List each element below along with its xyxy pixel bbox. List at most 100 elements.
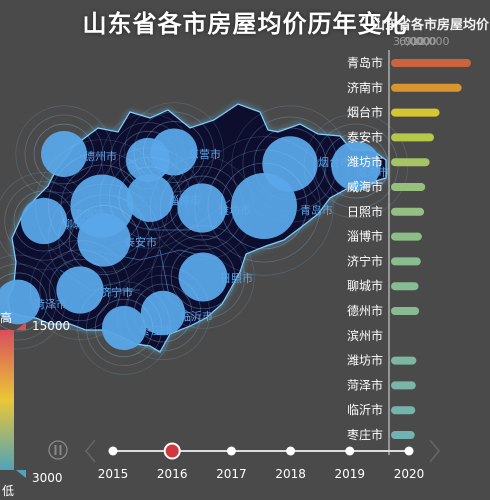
- city-ripple-ring: [133, 111, 215, 193]
- timeline-year-label[interactable]: 2020: [394, 467, 425, 481]
- bar-category-label: 潍坊市: [347, 353, 383, 368]
- bar-category-label: 德州市: [347, 303, 383, 318]
- city-ripple-ring: [58, 194, 150, 286]
- city-label: 枣庄市: [140, 323, 173, 337]
- bar[interactable]: [391, 232, 422, 241]
- bar-category-label: 青岛市: [347, 55, 383, 70]
- city-bubble[interactable]: [231, 173, 297, 239]
- bar[interactable]: [391, 257, 421, 266]
- timeline-point[interactable]: [404, 446, 414, 456]
- city-bubble[interactable]: [77, 213, 131, 267]
- bar-chart: [388, 50, 471, 455]
- city-bubble[interactable]: [126, 174, 174, 222]
- bar-category-label: 济南市: [347, 80, 383, 95]
- city-ripple-ring: [77, 281, 171, 375]
- city-ripple-ring: [29, 239, 131, 341]
- bar-x-tick-label: 12,000: [411, 35, 450, 48]
- timeline-year-label[interactable]: 2018: [275, 467, 306, 481]
- city-ripple-ring: [33, 123, 95, 185]
- play-button[interactable]: [48, 440, 68, 460]
- bar[interactable]: [391, 108, 440, 117]
- city-ripple-ring: [170, 244, 236, 310]
- visual-map-top-handle[interactable]: [16, 322, 26, 330]
- bar[interactable]: [391, 406, 416, 415]
- visual-map-max-label: 15000: [32, 319, 70, 333]
- visual-map-gradient-bar[interactable]: [0, 330, 14, 470]
- timeline-year-label[interactable]: 2016: [157, 467, 188, 481]
- visual-map-low-text: 低: [2, 484, 14, 498]
- bar-category-label: 淄博市: [347, 229, 383, 244]
- bar-category-label: 泰安市: [347, 129, 383, 144]
- city-ripple-ring: [0, 272, 48, 332]
- city-ripple-ring: [39, 249, 121, 331]
- city-ripple-ring: [24, 114, 104, 194]
- city-bubble[interactable]: [140, 290, 186, 336]
- bar[interactable]: [391, 158, 430, 167]
- timeline-point-current[interactable]: [163, 442, 181, 460]
- city-ripple-ring: [69, 205, 139, 275]
- city-bubble[interactable]: [20, 197, 68, 245]
- city-ripple-ring: [13, 190, 75, 252]
- bar[interactable]: [391, 59, 471, 67]
- city-bubble[interactable]: [0, 279, 41, 325]
- bar[interactable]: [391, 356, 417, 365]
- timeline-points: 2015 2016 2017 2018 2019 2020: [98, 442, 425, 481]
- bar-x-tick-label: 9,000: [405, 35, 437, 48]
- bar-category-labels: 青岛市济南市烟台市泰安市潍坊市威海市日照市淄博市济宁市聊城市德州市滨州市潍坊市菏…: [347, 55, 383, 442]
- prev-arrow-icon[interactable]: [85, 439, 96, 463]
- bar-category-label: 日照市: [347, 204, 383, 219]
- city-label: 济宁市: [100, 285, 133, 299]
- map-city-layer: 德州市滨州市东营市烟台市威海市聊城市济南市淄博市潍坊市青岛市泰安市菏泽市济宁市日…: [0, 102, 409, 375]
- bar-x-tick-label: 3,000: [393, 35, 425, 48]
- visual-map-bottom-handle[interactable]: [16, 470, 26, 478]
- bar-category-label: 枣庄市: [347, 427, 383, 442]
- timeline-year-label[interactable]: 2017: [216, 467, 247, 481]
- bar[interactable]: [391, 307, 420, 315]
- city-ripple-ring: [220, 162, 308, 250]
- city-bubble[interactable]: [177, 183, 227, 233]
- bar[interactable]: [391, 207, 425, 216]
- timeline: [48, 439, 440, 463]
- bar[interactable]: [391, 83, 462, 92]
- bar[interactable]: [391, 381, 416, 390]
- timeline-point[interactable]: [108, 446, 118, 456]
- bar-category-label: 威海市: [347, 179, 383, 194]
- city-bubble[interactable]: [150, 128, 198, 176]
- bar[interactable]: [391, 133, 435, 142]
- timeline-point[interactable]: [286, 446, 296, 456]
- pause-icon: [54, 445, 62, 455]
- city-ripple-ring: [143, 121, 205, 183]
- city-label: 青岛市: [300, 203, 333, 217]
- bar-category-label: 临沂市: [347, 402, 383, 417]
- city-bubble[interactable]: [56, 266, 104, 314]
- city-bubble[interactable]: [101, 305, 147, 351]
- city-ripple-ring: [0, 263, 57, 341]
- city-ripple-ring: [48, 258, 112, 322]
- city-label: 菏泽市: [34, 297, 67, 311]
- bar-category-label: 潍坊市: [347, 154, 383, 169]
- city-bubble[interactable]: [41, 131, 87, 177]
- city-bubble[interactable]: [331, 141, 381, 191]
- city-label: 日照市: [220, 271, 253, 285]
- timeline-year-label[interactable]: 2019: [335, 467, 366, 481]
- bar[interactable]: [391, 431, 415, 439]
- bar[interactable]: [391, 282, 419, 291]
- city-bubble[interactable]: [178, 252, 228, 302]
- bar[interactable]: [391, 183, 426, 191]
- next-arrow-icon[interactable]: [429, 439, 440, 463]
- city-label: 泰安市: [124, 235, 157, 249]
- city-ripple-ring: [47, 183, 161, 297]
- bar-category-label: 聊城市: [347, 278, 383, 293]
- city-ripple-ring: [161, 235, 245, 319]
- chart-title: 山东省各市房屋均价历年变化: [82, 10, 408, 38]
- map-region-internal: [59, 199, 231, 321]
- bar-category-label: 烟台市: [347, 105, 383, 120]
- city-label: 德州市: [84, 149, 117, 163]
- timeline-year-label[interactable]: 2015: [98, 467, 129, 481]
- timeline-point[interactable]: [226, 446, 236, 456]
- bar-category-label: 菏泽市: [347, 377, 383, 392]
- bar-category-label: 滨州市: [347, 328, 383, 343]
- timeline-point[interactable]: [345, 446, 355, 456]
- bar-x-tick-label: 6,000: [399, 35, 431, 48]
- visual-map-min-label: 3000: [32, 471, 63, 485]
